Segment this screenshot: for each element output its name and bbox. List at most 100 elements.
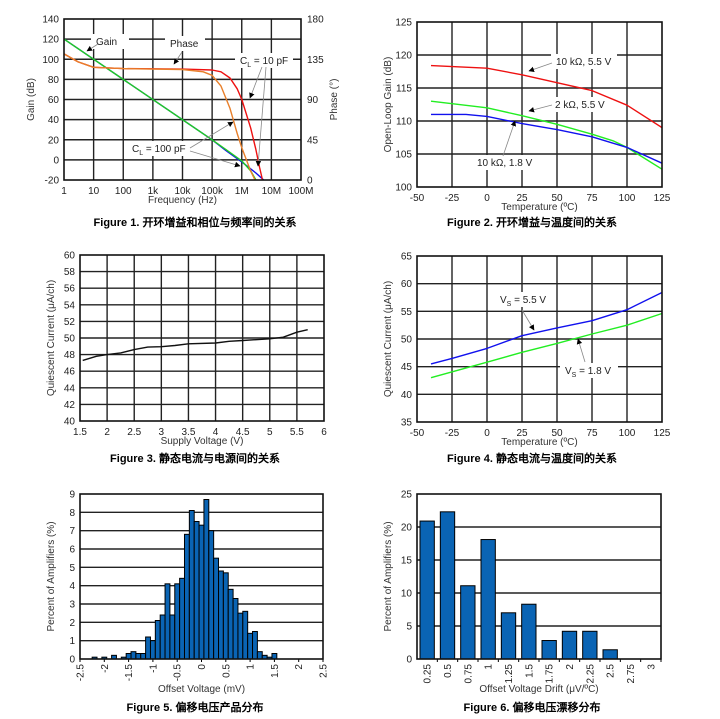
- histogram-bar: [198, 524, 205, 660]
- annotation-arrow: [576, 338, 586, 363]
- x-tick-label: 10: [88, 186, 100, 197]
- y-tick-label: 58: [64, 267, 76, 278]
- y-tick-label: 120: [395, 51, 412, 62]
- annotation-background: [551, 54, 617, 69]
- annotation-text-rest: = 5.5 V: [511, 295, 546, 306]
- x-tick-label: 10k: [174, 186, 191, 197]
- histogram-bar: [154, 620, 161, 660]
- x-tick-label: 25: [516, 428, 528, 439]
- y-tick-label: 125: [395, 18, 412, 29]
- histogram-bar: [227, 588, 234, 660]
- annotation-arrow: [189, 150, 241, 168]
- annotation-label: CL = 100 pF: [132, 144, 186, 157]
- series-line-1: [82, 329, 308, 362]
- annotation-background: [472, 155, 538, 170]
- x-tick-label: 100: [619, 193, 636, 204]
- histogram-bar: [208, 530, 215, 660]
- y-tick-label: 40: [64, 417, 76, 428]
- annotation-arrow: [173, 51, 183, 65]
- x-tick-label: 4.5: [236, 427, 250, 438]
- x-tick-label: 5: [267, 427, 273, 438]
- y-tick-label: 5: [69, 563, 75, 574]
- y-axis-label: Percent of Amplifiers (%): [383, 521, 394, 631]
- y-tick-label: 42: [64, 400, 76, 411]
- y-tick-label: 55: [401, 307, 413, 318]
- y-tick-label: 2: [69, 618, 75, 629]
- annotation-text: 2 kΩ, 5.5 V: [555, 100, 605, 111]
- x-tick-label: 25: [516, 193, 528, 204]
- y-tick-label: 5: [406, 622, 412, 633]
- y-tick-label: 50: [64, 334, 76, 345]
- histogram-bar: [159, 614, 166, 660]
- annotation-label: 2 kΩ, 5.5 V: [555, 100, 605, 111]
- y-tick-label: 115: [396, 84, 412, 95]
- x-tick-label: 2.5: [319, 664, 330, 678]
- annotation-label: 10 kΩ, 5.5 V: [556, 57, 612, 68]
- annotation-background: [495, 292, 553, 307]
- y-tick-label: 0: [406, 655, 412, 666]
- x-axis-label: Supply Voltage (V): [161, 436, 244, 447]
- annotation-text: C: [132, 144, 139, 155]
- annotation-background: [165, 36, 205, 51]
- histogram-bar: [500, 612, 517, 660]
- annotation-label: CL = 10 pF: [240, 56, 288, 69]
- x-axis-label: Offset Voltage Drift (μV/ºC): [479, 684, 598, 695]
- y-tick-label: 45: [401, 362, 413, 373]
- y-tick-label: 6: [69, 545, 75, 556]
- y2-tick-label: 180: [307, 15, 324, 26]
- y-tick-label: 48: [64, 350, 76, 361]
- x-tick-label: 0: [484, 193, 490, 204]
- y-tick-label: 80: [48, 75, 60, 86]
- y-tick-label: 40: [48, 115, 60, 126]
- histogram-bar: [252, 631, 258, 660]
- x-tick-label: -1: [148, 664, 159, 673]
- x-tick-label: 1: [484, 664, 495, 670]
- figure-caption: Figure 2. 开环增益与温度间的关系: [447, 215, 617, 229]
- histogram-bar: [419, 520, 435, 660]
- x-tick-label: 75: [586, 193, 598, 204]
- figure-caption: Figure 3. 静态电流与电源间的关系: [110, 451, 280, 465]
- y-tick-label: 60: [48, 95, 60, 106]
- y-tick-label: 50: [401, 335, 413, 346]
- histogram-bar: [183, 533, 190, 660]
- x-tick-label: -0.5: [173, 664, 184, 682]
- annotation-text-rest: = 1.8 V: [576, 366, 611, 377]
- y-tick-label: -20: [45, 176, 60, 187]
- x-axis-label: Temperature (ºC): [501, 437, 577, 448]
- histogram-bar: [237, 612, 244, 660]
- histogram-bar: [125, 653, 132, 660]
- figure-caption: Figure 5. 偏移电压产品分布: [127, 700, 264, 714]
- series-line-1: [430, 291, 663, 365]
- series-line-3: [431, 113, 663, 164]
- x-tick-label: 6: [321, 427, 327, 438]
- annotation-label: 10 kΩ, 1.8 V: [477, 158, 533, 169]
- x-tick-label: 0.75: [463, 664, 474, 684]
- x-tick-label: 125: [654, 193, 671, 204]
- y-tick-label: 7: [69, 526, 75, 537]
- y2-axis-label: Phase (°): [329, 79, 340, 121]
- histogram-bar: [242, 610, 249, 660]
- y-tick-label: 20: [48, 135, 60, 146]
- figure-caption: Figure 6. 偏移电压漂移分布: [464, 700, 601, 714]
- y-tick-label: 46: [64, 367, 76, 378]
- x-tick-label: 1.5: [524, 664, 535, 678]
- histogram-bar: [164, 583, 171, 660]
- y-tick-label: 8: [69, 508, 75, 519]
- plot-border: [79, 493, 324, 660]
- x-tick-label: 75: [586, 428, 598, 439]
- x-tick-label: 0: [197, 664, 208, 670]
- histogram-bar: [188, 510, 195, 660]
- x-tick-label: 1.5: [73, 427, 87, 438]
- figure-caption: Figure 4. 静态电流与温度间的关系: [447, 451, 617, 465]
- histogram-bar: [582, 630, 598, 660]
- histogram-bar: [149, 640, 156, 660]
- histogram-bar: [247, 632, 254, 660]
- annotation-label: Phase: [170, 39, 199, 50]
- y-tick-label: 60: [401, 279, 413, 290]
- histogram-bar: [140, 653, 147, 660]
- y2-tick-label: 135: [307, 55, 324, 66]
- figure-2: 100 105 110 115 120 125 -50 -25 0 25 50 75 100 125 10 …: [383, 18, 671, 230]
- x-tick-label: -2: [100, 664, 111, 673]
- annotation-background: [550, 97, 612, 112]
- x-tick-label: 1M: [235, 186, 249, 197]
